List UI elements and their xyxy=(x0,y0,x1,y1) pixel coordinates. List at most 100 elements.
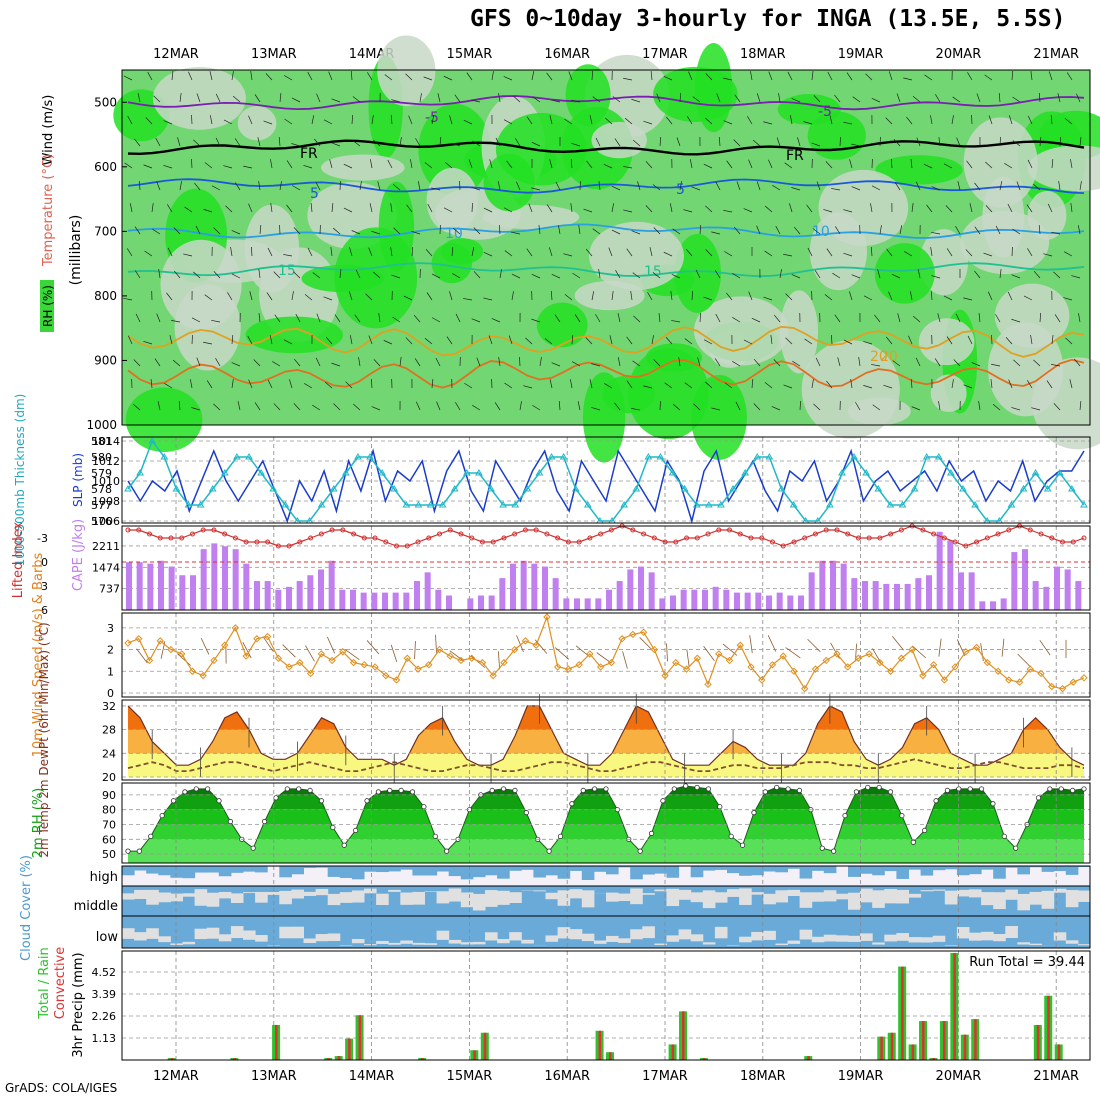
rh-patch xyxy=(695,43,733,133)
wind-barb xyxy=(926,204,933,213)
cloud-middle-block xyxy=(472,893,486,911)
wind-barb xyxy=(213,227,221,235)
wind-barb xyxy=(265,73,273,81)
wind-barb xyxy=(983,252,993,257)
wind-speed-marker xyxy=(586,650,594,658)
wind-barb xyxy=(787,71,793,81)
wind-barb xyxy=(784,162,793,169)
wind-barb xyxy=(923,163,933,169)
rh-marker xyxy=(1013,845,1019,851)
wind-barb xyxy=(352,96,361,103)
cloud-middle-block xyxy=(218,891,232,899)
rh-patch xyxy=(1027,190,1067,240)
rh-patch xyxy=(930,374,967,413)
wind-barb xyxy=(714,270,721,279)
isotherm-line xyxy=(127,223,1085,239)
cloud-high-block xyxy=(690,866,704,878)
wind-barb xyxy=(1038,225,1041,235)
wind-barb xyxy=(774,314,781,323)
cape-bar xyxy=(712,586,719,610)
wind-barb xyxy=(145,117,153,125)
thickness-marker xyxy=(245,453,253,460)
surface-wind-barb xyxy=(686,649,690,668)
cape-bar xyxy=(958,572,964,610)
y-tick-label: 900 xyxy=(94,353,117,367)
wind-barb xyxy=(503,76,513,81)
cloud-high-block xyxy=(364,866,377,872)
cloud-high-block xyxy=(1029,866,1043,868)
thickness-marker xyxy=(462,469,471,476)
wind-barb xyxy=(331,142,341,147)
wind-barb xyxy=(177,137,181,147)
wind-speed-marker xyxy=(865,650,873,658)
wind-barb xyxy=(504,250,513,257)
wind-barb xyxy=(193,139,201,147)
y-tick-label: 1000 xyxy=(86,418,117,432)
cape-axis-label: CAPE (J/kg) xyxy=(71,519,86,591)
wind-barb xyxy=(612,96,621,103)
wind-barb xyxy=(890,158,893,169)
wind-barb xyxy=(748,159,753,169)
wind-barb xyxy=(910,159,913,169)
lifted-index-marker xyxy=(802,535,808,541)
cloud-middle-block xyxy=(557,890,571,906)
wind-barb xyxy=(732,273,741,279)
thickness-marker xyxy=(717,501,725,508)
thickness-marker xyxy=(971,501,979,508)
wind-barb xyxy=(825,161,833,169)
rh-patch xyxy=(589,221,684,291)
cloud-high-block xyxy=(811,866,825,871)
surface-wind-barb xyxy=(390,644,398,663)
cloud-low-block xyxy=(581,933,595,942)
date-label-top: 15MAR xyxy=(447,47,493,62)
cape-bar xyxy=(200,549,207,610)
wind-barb xyxy=(938,401,941,411)
cloud-axis-label: Cloud Cover (%) xyxy=(19,855,34,961)
rh-marker xyxy=(728,833,734,839)
wind-barb xyxy=(764,382,773,389)
cloud-high-block xyxy=(351,866,365,880)
wind-barb xyxy=(871,364,881,367)
wind-barb xyxy=(269,335,273,345)
lifted-index-marker xyxy=(791,539,797,545)
cape-tick-label: 737 xyxy=(99,583,120,596)
wind-barb xyxy=(231,230,241,235)
precip-convective-bar xyxy=(932,1058,935,1060)
lifted-index-marker xyxy=(318,531,324,537)
wind-barb xyxy=(158,269,161,279)
wind-barb xyxy=(653,359,661,367)
thickness-marker xyxy=(511,501,520,508)
wind-barb xyxy=(263,120,273,125)
surface-wind-barb xyxy=(1001,638,1005,657)
wind-barb xyxy=(831,334,833,345)
wind-barb xyxy=(1065,337,1073,345)
rh-patch xyxy=(994,283,1070,348)
wind-barb xyxy=(586,160,593,169)
wind-barb xyxy=(124,162,133,169)
wind-barb xyxy=(258,181,261,191)
wind-barb xyxy=(938,137,941,147)
wind-barb xyxy=(549,247,553,257)
wind-barb xyxy=(870,203,873,213)
cape-bar xyxy=(168,566,175,610)
wind-barb xyxy=(877,269,881,279)
cloud-middle-block xyxy=(509,892,522,904)
wind-barb xyxy=(685,248,693,257)
wind-barb xyxy=(733,139,741,147)
wind-barb xyxy=(324,381,333,389)
lifted-index-marker xyxy=(673,539,679,545)
cloud-low-block xyxy=(908,937,922,943)
cloud-middle-block xyxy=(690,892,704,903)
wind-barb xyxy=(570,203,573,213)
wind-barb xyxy=(243,165,253,169)
wind-barb xyxy=(191,158,193,169)
lifted-index-tick-label: -3 xyxy=(37,532,48,545)
wind-barb xyxy=(247,335,253,345)
wind-barb xyxy=(793,226,801,235)
surface-wind-barb xyxy=(516,635,524,653)
wind-barb xyxy=(531,187,541,191)
wind-barb xyxy=(1004,163,1013,169)
thickness-marker xyxy=(354,453,362,460)
wind-speed-marker xyxy=(478,658,487,667)
wind-barb xyxy=(571,361,581,367)
